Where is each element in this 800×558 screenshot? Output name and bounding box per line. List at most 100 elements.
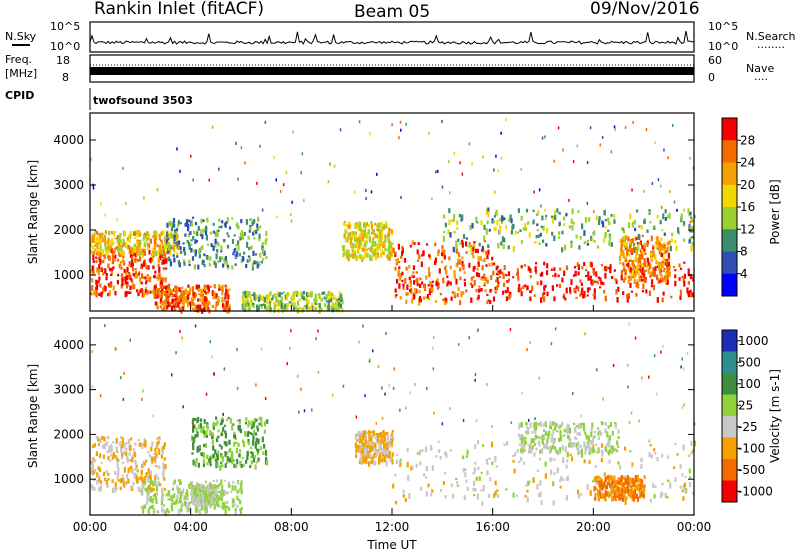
range-gate-cell [235, 253, 238, 258]
range-gate-cell [593, 485, 596, 492]
range-gate-cell [579, 293, 582, 297]
range-gate-cell [656, 457, 659, 462]
range-gate-cell [580, 290, 583, 296]
range-gate-cell [494, 286, 497, 290]
range-gate-cell [129, 248, 132, 254]
range-gate-cell [237, 240, 240, 246]
range-gate-cell [164, 510, 168, 517]
sparse-gate-cell [500, 131, 502, 135]
range-gate-cell [223, 489, 226, 494]
range-gate-cell [155, 491, 159, 496]
range-gate-cell [166, 244, 169, 251]
range-gate-cell [456, 484, 459, 487]
range-gate-cell [494, 290, 497, 294]
range-gate-cell [463, 234, 466, 239]
range-gate-cell [160, 294, 163, 301]
noise-right-tick-top: 10^5 [708, 20, 738, 33]
range-gate-cell [616, 493, 619, 497]
range-gate-cell [173, 223, 176, 228]
range-gate-cell [163, 509, 166, 513]
station-title: Rankin Inlet (fitACF) [94, 0, 264, 19]
range-gate-cell [574, 270, 577, 277]
range-gate-cell [601, 493, 604, 499]
range-gate-cell [477, 272, 481, 278]
range-gate-cell [514, 230, 517, 235]
range-gate-cell [384, 221, 387, 226]
range-gate-cell [541, 435, 544, 439]
range-gate-cell [537, 422, 540, 426]
range-gate-cell [348, 223, 352, 228]
range-gate-cell [262, 247, 265, 254]
range-gate-cell [342, 222, 346, 226]
range-gate-cell [355, 242, 358, 248]
range-gate-cell [371, 442, 374, 448]
range-gate-cell [465, 251, 468, 254]
range-gate-cell [220, 479, 223, 486]
range-gate-cell [366, 252, 369, 258]
range-gate-cell [667, 261, 670, 267]
range-gate-cell [624, 276, 627, 281]
range-gate-cell [687, 290, 690, 296]
sparse-gate-cell [669, 190, 671, 193]
range-gate-cell [379, 453, 382, 460]
range-gate-cell [571, 225, 574, 231]
range-gate-cell [601, 484, 604, 490]
range-gate-cell [209, 430, 212, 436]
range-gate-cell [113, 247, 116, 252]
range-gate-cell [483, 282, 486, 286]
sparse-gate-cell [231, 217, 233, 220]
range-gate-cell [95, 259, 98, 264]
range-gate-cell [363, 222, 366, 228]
sparse-gate-cell [599, 143, 601, 147]
range-gate-cell [194, 249, 198, 254]
range-gate-cell [216, 232, 219, 238]
sparse-gate-cell [544, 208, 546, 212]
range-gate-cell [124, 276, 127, 281]
sparse-gate-cell [405, 122, 407, 126]
range-gate-cell [166, 237, 169, 240]
range-gate-cell [250, 460, 253, 465]
range-gate-cell [615, 486, 618, 490]
range-gate-cell [508, 218, 511, 223]
range-gate-cell [638, 478, 641, 482]
range-gate-cell [152, 482, 155, 487]
range-gate-cell [595, 475, 599, 478]
range-gate-cell [686, 287, 689, 294]
range-gate-cell [151, 497, 154, 504]
range-gate-cell [163, 286, 166, 290]
range-gate-cell [176, 485, 179, 491]
range-gate-cell [214, 296, 217, 299]
range-gate-cell [662, 253, 665, 259]
range-gate-cell [539, 232, 542, 237]
range-gate-cell [681, 473, 684, 477]
range-gate-cell [191, 300, 194, 306]
range-gate-cell [108, 283, 111, 286]
range-gate-cell [388, 450, 391, 456]
range-gate-cell [161, 249, 164, 255]
sparse-gate-cell [628, 322, 631, 326]
range-gate-cell [361, 441, 364, 446]
range-gate-cell [661, 453, 664, 458]
range-gate-cell [687, 268, 690, 275]
range-gate-cell [231, 239, 235, 244]
range-gate-cell [167, 247, 170, 254]
range-gate-cell [197, 298, 200, 302]
range-gate-cell [206, 454, 209, 460]
range-gate-cell [117, 468, 120, 472]
range-gate-cell [359, 439, 362, 443]
range-gate-cell [232, 481, 235, 484]
range-gate-cell [621, 488, 624, 494]
range-gate-cell [257, 261, 260, 267]
range-gate-cell [134, 252, 137, 258]
range-gate-cell [221, 417, 224, 420]
sparse-gate-cell [572, 160, 575, 164]
sparse-gate-cell [264, 120, 267, 124]
range-gate-cell [167, 510, 170, 514]
range-gate-cell [583, 230, 586, 236]
range-gate-cell [197, 445, 200, 451]
range-gate-cell [94, 241, 97, 245]
range-gate-cell [503, 237, 506, 243]
range-gate-cell [510, 229, 513, 235]
sparse-gate-cell [122, 397, 125, 401]
range-gate-cell [132, 252, 135, 256]
